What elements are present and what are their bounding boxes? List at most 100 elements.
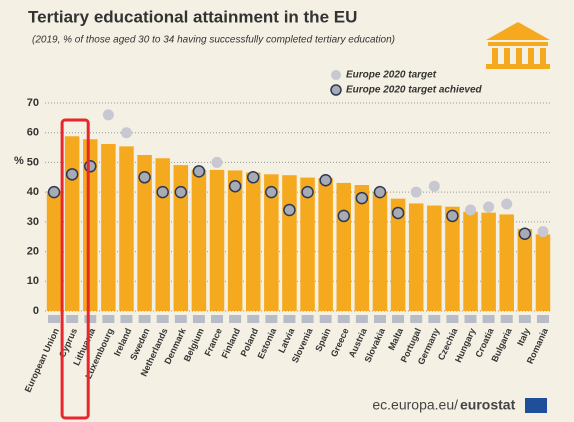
target-marker bbox=[373, 185, 387, 199]
flag bbox=[319, 315, 332, 323]
legend-marker bbox=[330, 84, 342, 96]
bar bbox=[155, 158, 170, 311]
flag bbox=[211, 315, 224, 323]
target-marker bbox=[47, 185, 61, 199]
bar bbox=[101, 144, 116, 311]
target-marker bbox=[428, 180, 440, 192]
source: ec.europa.eu/ bbox=[372, 397, 458, 413]
chart-title: Tertiary educational attainment in the E… bbox=[28, 7, 357, 26]
bar bbox=[245, 172, 261, 311]
target-marker bbox=[156, 185, 169, 199]
flag bbox=[229, 315, 242, 323]
target-marker bbox=[518, 227, 532, 240]
icon bbox=[486, 22, 550, 69]
target-marker bbox=[465, 204, 477, 216]
target-marker bbox=[319, 174, 332, 187]
target-marker bbox=[174, 185, 188, 199]
flag bbox=[337, 315, 350, 323]
flag bbox=[84, 315, 97, 323]
flag bbox=[120, 315, 133, 323]
target-marker bbox=[301, 185, 314, 199]
target-marker bbox=[192, 165, 206, 178]
y-tick-label: 50 bbox=[27, 156, 39, 168]
flag bbox=[410, 315, 423, 323]
bar bbox=[463, 211, 478, 311]
bar bbox=[372, 191, 388, 311]
bar bbox=[354, 185, 370, 311]
y-tick-label: 70 bbox=[27, 97, 39, 109]
flag bbox=[174, 315, 187, 323]
flag bbox=[138, 315, 151, 323]
flag bbox=[283, 315, 296, 323]
flag bbox=[192, 315, 205, 323]
flag bbox=[392, 315, 405, 323]
target-marker bbox=[84, 160, 97, 173]
flag bbox=[536, 315, 549, 323]
target-marker bbox=[355, 191, 369, 205]
bar bbox=[535, 234, 551, 311]
bar bbox=[481, 212, 496, 311]
bar bbox=[264, 174, 279, 311]
y-tick-label: 0 bbox=[33, 305, 39, 317]
target-marker bbox=[246, 171, 260, 184]
y-tick-label: 30 bbox=[27, 216, 39, 228]
bar bbox=[408, 203, 424, 311]
legend-label: Europe 2020 target achieved bbox=[346, 85, 483, 96]
chart-subtitle: (2019, % of those aged 30 to 34 having s… bbox=[32, 35, 395, 46]
target-marker bbox=[138, 171, 151, 184]
bar bbox=[191, 169, 207, 311]
bar bbox=[445, 206, 460, 311]
legend-marker bbox=[331, 70, 341, 80]
target-marker bbox=[211, 156, 223, 168]
y-tick-label: 10 bbox=[27, 275, 39, 287]
flag bbox=[265, 315, 278, 323]
bar bbox=[83, 139, 98, 311]
target-marker bbox=[501, 198, 513, 210]
y-tick-label: 40 bbox=[27, 186, 39, 198]
flag bbox=[66, 315, 79, 323]
bar bbox=[64, 136, 80, 311]
target-marker bbox=[446, 209, 459, 223]
flag bbox=[464, 315, 477, 323]
bar bbox=[427, 205, 442, 311]
target-marker bbox=[391, 206, 405, 220]
target-marker bbox=[102, 109, 114, 121]
target-marker bbox=[410, 186, 422, 198]
flag bbox=[156, 315, 169, 323]
bar bbox=[390, 198, 406, 311]
flag bbox=[446, 315, 459, 323]
bar bbox=[499, 214, 514, 311]
target-marker bbox=[228, 179, 242, 193]
bar bbox=[227, 170, 243, 311]
highlight-box bbox=[60, 118, 90, 420]
y-tick-label: 60 bbox=[27, 127, 39, 139]
flag bbox=[247, 315, 260, 323]
flag bbox=[428, 315, 441, 323]
bar bbox=[282, 175, 297, 311]
flag bbox=[48, 315, 61, 323]
y-tick-label: 20 bbox=[27, 245, 39, 257]
flag bbox=[500, 315, 513, 323]
flag bbox=[373, 315, 386, 323]
bar bbox=[300, 177, 315, 311]
eu-flag bbox=[525, 398, 547, 413]
flag bbox=[355, 315, 368, 323]
legend-label: Europe 2020 target bbox=[346, 70, 437, 81]
target-marker bbox=[337, 209, 351, 223]
y-axis-label: % bbox=[14, 155, 24, 167]
bar bbox=[336, 182, 352, 311]
target-marker bbox=[265, 185, 278, 199]
flag bbox=[482, 315, 495, 323]
flag bbox=[102, 315, 115, 323]
flag bbox=[301, 315, 314, 323]
bar bbox=[46, 191, 62, 311]
target-marker bbox=[483, 201, 495, 213]
bar bbox=[318, 178, 333, 311]
target-marker bbox=[120, 127, 132, 139]
bar bbox=[119, 146, 134, 311]
bar bbox=[173, 165, 189, 311]
target-marker bbox=[283, 203, 296, 217]
bar bbox=[517, 228, 533, 311]
flag bbox=[518, 315, 531, 323]
